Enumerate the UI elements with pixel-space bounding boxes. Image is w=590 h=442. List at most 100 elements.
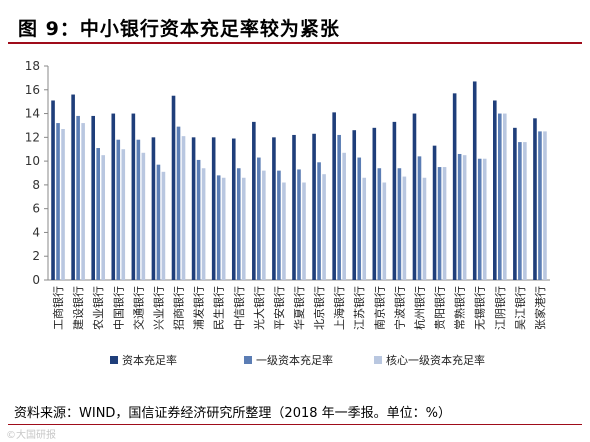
y-tick-label: 12 [25,130,40,144]
bar-2-16 [382,182,387,280]
bar-1-5 [156,164,161,280]
bottom-rule [8,424,582,425]
y-tick-label: 16 [25,83,40,97]
bar-1-17 [397,168,402,280]
x-tick-label: 民生银行 [212,286,226,330]
bar-0-9 [231,138,236,280]
x-tick-label: 交通银行 [131,286,145,330]
bar-0-15 [352,130,357,280]
bar-1-6 [176,126,181,280]
x-tick-label: 常熟银行 [453,286,467,330]
legend-swatch-2 [374,356,382,364]
bar-0-14 [332,112,336,280]
bar-1-9 [236,168,241,280]
bar-0-21 [472,81,477,280]
y-tick-label: 4 [32,225,40,239]
legend-label-2: 核心一级资本充足率 [386,353,485,367]
x-tick-label: 农业银行 [91,286,105,330]
bar-1-1 [76,115,80,280]
y-tick-label: 6 [32,202,40,216]
bar-2-19 [442,167,447,280]
x-tick-label: 建设银行 [71,286,85,330]
bar-2-5 [161,171,166,280]
bar-2-13 [322,174,326,280]
title-bar: 图 9：中小银行资本充足率较为紧张 [8,8,582,44]
page-title: 图 9：中小银行资本充足率较为紧张 [18,18,340,40]
y-tick-label: 18 [25,59,40,73]
bar-0-0 [51,100,55,280]
bar-1-20 [457,153,462,280]
bar-2-9 [241,177,246,280]
bar-0-12 [292,134,296,280]
bar-2-10 [262,170,266,280]
bar-0-24 [533,118,537,280]
bar-1-11 [277,170,281,280]
x-tick-label: 无锡银行 [473,286,487,330]
bar-1-0 [56,123,60,280]
y-tick-label: 8 [32,178,40,192]
bar-0-19 [432,145,437,280]
bar-chart: 0 2 4 6 8 10 12 14 16 18 工商银行 建设银行 农业银行 中国银行 交通银行 兴业银行招… [25,59,550,367]
bar-2-15 [362,177,367,280]
bar-2-4 [141,152,146,280]
bar-0-22 [493,100,497,280]
bar-2-23 [523,142,527,280]
legend-swatch-0 [110,356,118,364]
bar-0-2 [91,115,95,280]
x-tick-label: 上海银行 [332,286,346,330]
bar-2-11 [282,182,286,280]
bar-1-12 [297,169,301,280]
x-tick-label: 吴江银行 [513,286,527,330]
bar-2-8 [221,177,226,280]
bar-1-21 [477,158,482,280]
bar-2-20 [462,155,467,280]
x-tick-label: 贵阳银行 [433,286,447,330]
bar-0-11 [272,137,276,280]
bar-1-10 [257,157,261,280]
bar-2-22 [503,113,507,280]
bar-1-2 [96,148,100,280]
bar-2-2 [101,155,105,280]
bar-0-6 [171,95,176,280]
x-tick-label: 华夏银行 [292,286,306,330]
bar-1-16 [377,168,382,280]
source-note: 资料来源：WIND，国信证券经济研究所整理（2018 年一季报。单位：%） [14,406,451,421]
bar-1-4 [136,139,141,280]
x-tick-label: 江苏银行 [352,286,366,330]
y-tick-label: 0 [32,273,40,287]
x-tick-label: 杭州银行 [412,286,426,330]
bar-2-3 [121,149,126,280]
bar-0-7 [191,137,196,280]
bar-0-17 [392,121,397,280]
bar-1-7 [196,159,201,280]
x-tick-label: 浦发银行 [192,286,206,330]
bar-0-10 [252,121,256,280]
bar-0-8 [211,137,216,280]
y-tick-label: 14 [25,107,40,121]
bar-1-18 [417,156,422,280]
x-tick-label: 招商银行 [172,286,186,330]
bar-0-3 [111,113,116,280]
bar-1-8 [216,175,221,280]
x-tick-label: 工商银行 [51,286,65,330]
watermark-text: ©大国研报 [6,430,56,441]
bar-1-19 [437,167,442,280]
x-tick-label: 江阴银行 [493,286,507,330]
x-tick-label: 中国银行 [111,286,125,330]
bar-1-15 [357,157,362,280]
x-tick-label: 张家港行 [533,286,547,330]
chart-area: 0 2 4 6 8 10 12 14 16 18 工商银行 建设银行 农业银行 中国银行 交通银行 兴业银行招… [0,46,590,396]
bar-0-1 [71,94,75,281]
bar-2-14 [342,152,346,280]
bar-2-17 [402,176,407,280]
bar-0-4 [131,113,136,280]
x-tick-label: 兴业银行 [151,286,165,330]
bar-2-1 [81,123,85,280]
bar-0-13 [312,133,316,280]
bar-2-21 [482,158,487,280]
x-tick-label: 平安银行 [272,286,286,330]
bar-1-24 [538,131,542,280]
bar-1-23 [518,142,522,280]
x-tick-label: 光大银行 [252,286,266,330]
y-tick-label: 10 [25,154,40,168]
